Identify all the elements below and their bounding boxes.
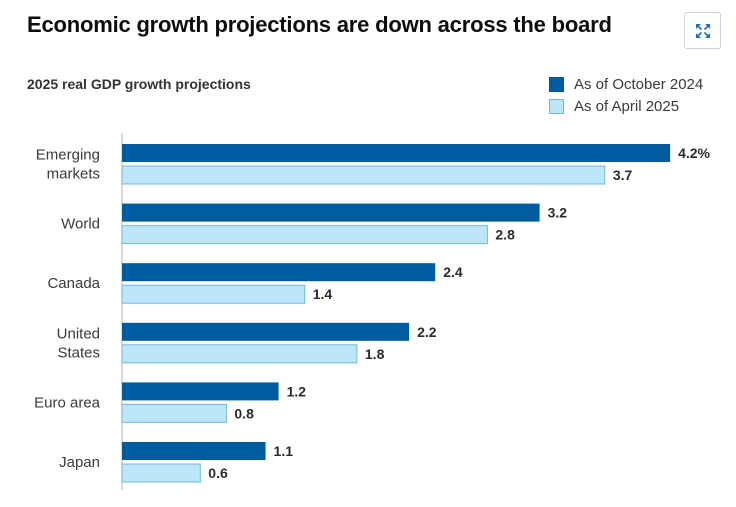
data-label-world-as-of-october-2024: 3.2	[548, 205, 568, 221]
chart-subtitle: 2025 real GDP growth projections	[27, 76, 251, 92]
category-label-line: Emerging	[36, 147, 100, 164]
category-label-line: Canada	[47, 275, 100, 292]
data-label-canada-as-of-april-2025: 1.4	[313, 286, 333, 302]
data-label-canada-as-of-october-2024: 2.4	[443, 264, 463, 280]
data-label-world-as-of-april-2025: 2.8	[495, 227, 515, 243]
bar-united-states-as-of-april-2025	[121, 344, 358, 364]
legend-label-april-2025: As of April 2025	[574, 97, 680, 115]
chart-title: Economic growth projections are down acr…	[27, 12, 612, 37]
legend: As of October 2024 As of April 2025	[549, 73, 703, 117]
data-label-euro-area-as-of-april-2025: 0.8	[234, 405, 254, 421]
legend-swatch-october-2024	[549, 76, 564, 92]
data-label-united-states-as-of-april-2025: 1.8	[365, 346, 385, 362]
category-label-canada: Canada	[47, 275, 100, 292]
category-label-line: World	[61, 216, 100, 233]
category-label-line: Japan	[59, 454, 100, 471]
data-label-united-states-as-of-october-2024: 2.2	[417, 324, 437, 340]
category-label-japan: Japan	[59, 454, 100, 471]
category-label-line: Euro area	[34, 394, 101, 411]
bar-united-states-as-of-october-2024	[122, 322, 410, 341]
data-label-emerging-markets-as-of-october-2024: 4.2%	[678, 145, 710, 161]
bar-world-as-of-april-2025	[121, 225, 488, 245]
bar-euro-area-as-of-october-2024	[122, 382, 279, 401]
category-label-emerging-markets: Emerging markets	[36, 147, 100, 183]
category-label-united-states: United States	[57, 325, 100, 361]
category-label-line: markets	[47, 166, 100, 183]
category-label-world: World	[61, 216, 100, 233]
data-label-japan-as-of-october-2024: 1.1	[274, 443, 294, 459]
bar-euro-area-as-of-april-2025	[121, 403, 227, 423]
bar-japan-as-of-april-2025	[121, 463, 201, 483]
bar-world-as-of-october-2024	[122, 203, 540, 222]
legend-item-october-2024: As of October 2024	[549, 73, 703, 95]
bar-canada-as-of-october-2024	[122, 263, 436, 282]
bar-emerging-markets-as-of-april-2025	[121, 165, 606, 185]
expand-button[interactable]	[684, 12, 721, 49]
category-label-line: United	[57, 325, 100, 342]
bar-canada-as-of-april-2025	[121, 284, 306, 304]
legend-swatch-april-2025	[549, 98, 564, 114]
bar-japan-as-of-october-2024	[122, 442, 266, 460]
data-label-emerging-markets-as-of-april-2025: 3.7	[613, 167, 633, 183]
legend-item-april-2025: As of April 2025	[549, 95, 703, 117]
bar-emerging-markets-as-of-october-2024	[122, 144, 671, 162]
category-label-euro-area: Euro area	[34, 394, 101, 411]
data-label-japan-as-of-april-2025: 0.6	[208, 465, 228, 481]
category-label-line: States	[57, 344, 100, 361]
legend-label-october-2024: As of October 2024	[574, 75, 704, 93]
expand-arrows-icon	[695, 23, 710, 38]
data-label-euro-area-as-of-october-2024: 1.2	[287, 383, 307, 399]
